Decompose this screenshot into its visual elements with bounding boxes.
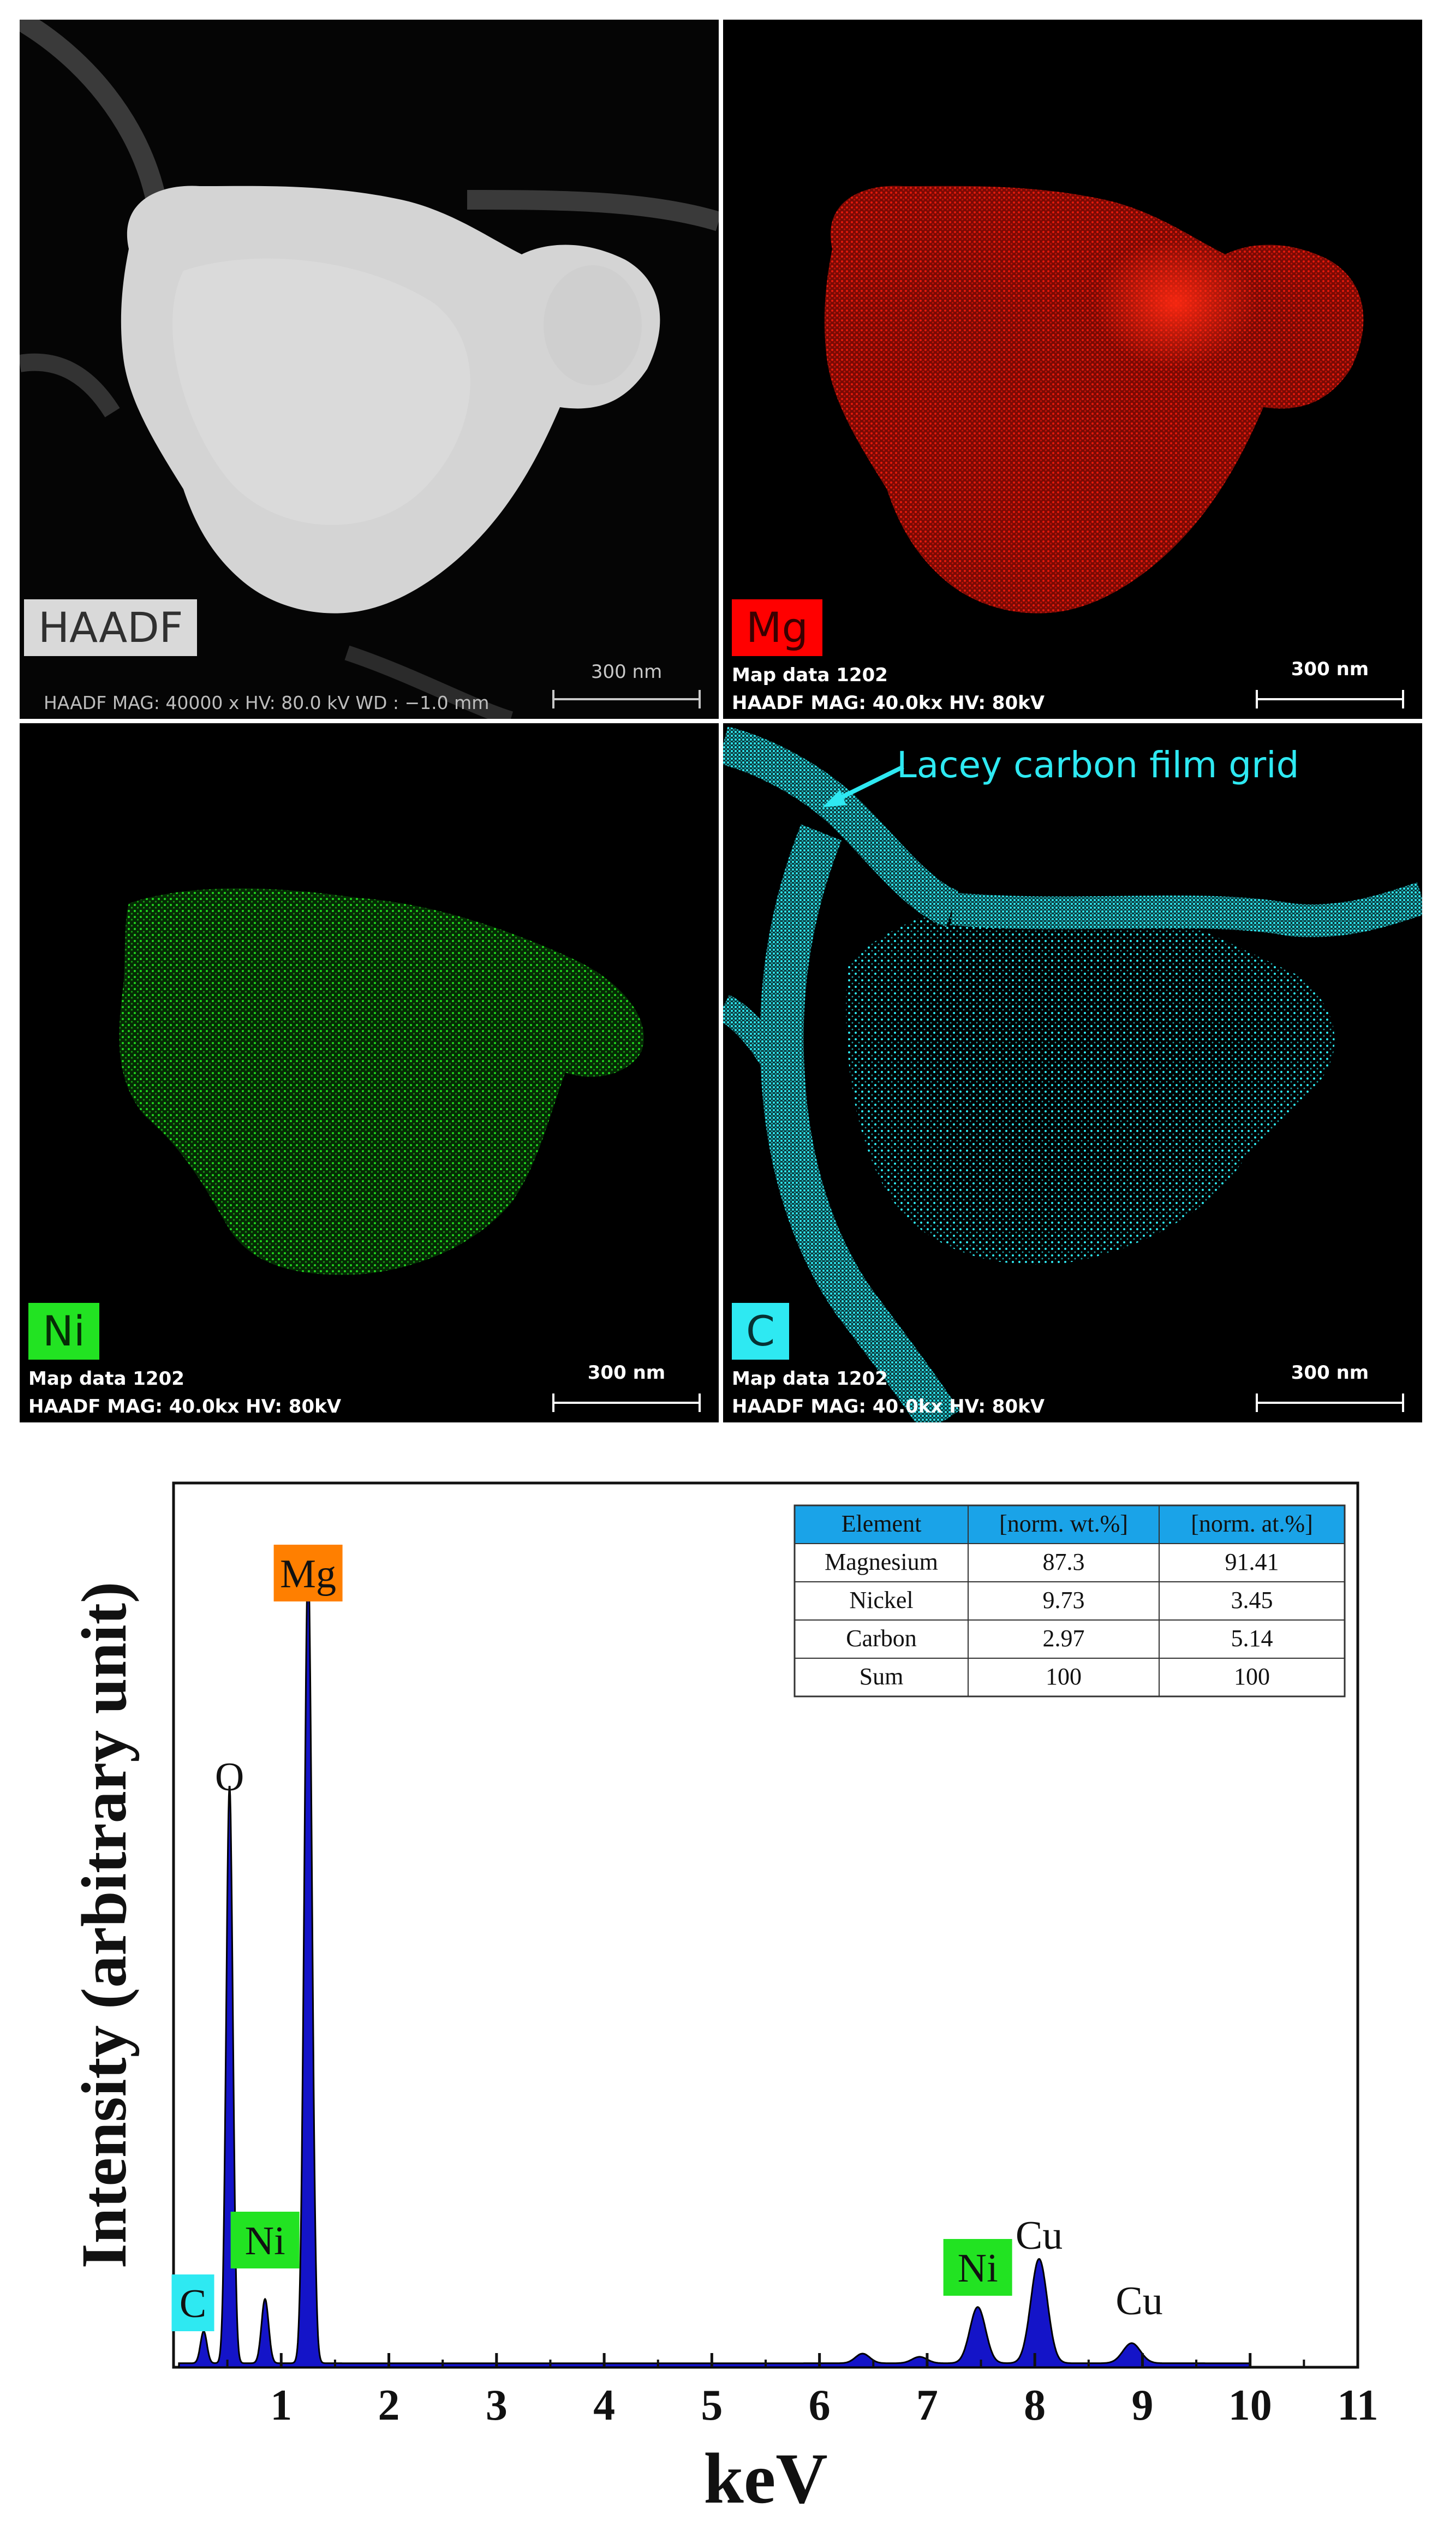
ni-map-panel: Ni Map data 1202 HAADF MAG: 40.0kx HV: 8… (20, 723, 719, 1422)
table-header-cell: [norm. at.%] (1191, 1510, 1313, 1537)
x-axis-label: keV (703, 2438, 827, 2518)
table-cell: 5.14 (1231, 1625, 1273, 1652)
table-cell: 9.73 (1043, 1587, 1085, 1613)
table-cell: 87.3 (1043, 1549, 1085, 1575)
plot-border (172, 1481, 1359, 2369)
c-map-meta: HAADF MAG: 40.0kx HV: 80kV (732, 1396, 1045, 1418)
annotation-arrow-icon (822, 765, 904, 807)
ni-map-image (20, 723, 719, 1422)
peak-label-box (273, 1545, 343, 1601)
mg-scale-bar (1256, 690, 1404, 708)
haadf-scale-bar (552, 690, 701, 708)
mg-scale-label: 300 nm (1291, 658, 1369, 680)
peak-label-cu: Cu (1115, 2279, 1162, 2324)
ni-map-data: Map data 1202 (28, 1368, 184, 1390)
table-cell: 3.45 (1231, 1587, 1273, 1613)
x-tick-label: 4 (593, 2381, 615, 2429)
lacey-carbon-annotation: Lacey carbon film grid (897, 744, 1299, 786)
c-scale-bar (1256, 1393, 1404, 1412)
peak-labels: C O Ni Mg Ni Cu Cu (171, 1545, 1163, 2331)
mg-map-meta: HAADF MAG: 40.0kx HV: 80kV (732, 692, 1045, 714)
c-map-panel: Lacey carbon film grid C Map data 1202 H… (723, 723, 1422, 1422)
table-cell: 91.41 (1225, 1549, 1279, 1575)
eds-spectrum-chart: 1 2 3 4 5 6 7 8 9 10 11 C O Ni Mg Ni Cu Cu Element [norm.… (68, 1481, 1379, 2518)
haadf-label: HAADF (24, 599, 198, 656)
table-cell: 100 (1046, 1663, 1082, 1690)
x-tick-label: 6 (809, 2381, 831, 2429)
spectrum-series (178, 1562, 1251, 2368)
x-tick-label: 7 (916, 2381, 938, 2429)
mg-map-panel: Mg Map data 1202 HAADF MAG: 40.0kx HV: 8… (723, 20, 1422, 719)
ni-map-meta: HAADF MAG: 40.0kx HV: 80kV (28, 1396, 342, 1418)
composition-table: Element [norm. wt.%] [norm. at.%] Magnesium… (793, 1504, 1346, 1698)
peak-label-o: O (215, 1755, 244, 1800)
c-label: C (732, 1303, 790, 1360)
table-border (793, 1504, 1346, 1698)
mg-label: Mg (732, 599, 822, 656)
peak-label-box (171, 2274, 214, 2331)
plot-frame (172, 1481, 1359, 2369)
peak-label-c: C (180, 2282, 206, 2326)
haadf-scale-label: 300 nm (590, 661, 663, 683)
y-axis-label: Intensity (arbitrary unit) (68, 1582, 140, 2269)
mg-map-image (723, 20, 1422, 719)
x-tick-label: 1 (270, 2381, 292, 2429)
x-tick-label: 3 (486, 2381, 508, 2429)
x-tick-label: 9 (1131, 2381, 1153, 2429)
peak-label-cu: Cu (1016, 2213, 1063, 2258)
table-cell: 2.97 (1043, 1625, 1085, 1652)
x-tick-label: 11 (1337, 2381, 1379, 2429)
table-cell: Magnesium (825, 1549, 938, 1575)
c-map-image (723, 723, 1422, 1422)
table-cell: Carbon (846, 1625, 917, 1652)
peak-label-box (230, 2212, 300, 2268)
ni-scale-label: 300 nm (587, 1362, 666, 1384)
mg-map-data: Map data 1202 (732, 664, 888, 686)
x-tick-label: 8 (1024, 2381, 1046, 2429)
haadf-panel: HAADF HAADF MAG: 40000 x HV: 80.0 kV WD … (20, 20, 719, 719)
spectrum-area (178, 1562, 1251, 2368)
peak-label-ni: Ni (958, 2246, 998, 2291)
peak-label-mg: Mg (280, 1552, 336, 1597)
haadf-info-text: HAADF MAG: 40000 x HV: 80.0 kV WD : −1.0… (44, 692, 490, 713)
x-tick-label: 10 (1228, 2381, 1272, 2429)
x-tick-label: 2 (378, 2381, 400, 2429)
c-scale-label: 300 nm (1291, 1362, 1369, 1384)
table-header-bg (795, 1505, 1345, 1544)
x-axis-ticks: 1 2 3 4 5 6 7 8 9 10 11 (226, 2353, 1379, 2429)
table-cell: Nickel (849, 1587, 913, 1613)
table-cell: Sum (860, 1663, 904, 1690)
peak-label-box (943, 2239, 1012, 2296)
peak-label-ni: Ni (245, 2219, 285, 2264)
c-map-data: Map data 1202 (732, 1368, 888, 1390)
ni-label: Ni (28, 1303, 99, 1360)
table-cell: 100 (1234, 1663, 1270, 1690)
table-header-cell: [norm. wt.%] (999, 1510, 1128, 1537)
x-tick-label: 5 (701, 2381, 723, 2429)
ni-scale-bar (552, 1393, 701, 1412)
table-header-cell: Element (842, 1510, 922, 1537)
